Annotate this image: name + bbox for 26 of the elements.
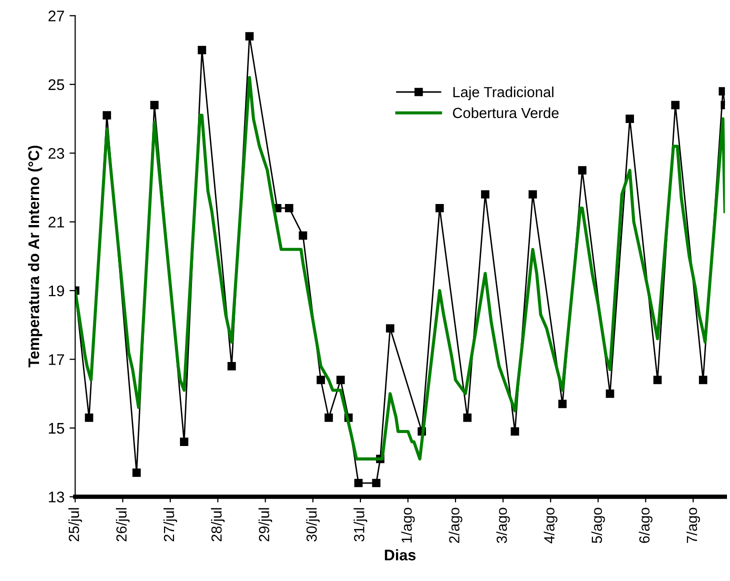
y-tick-label: 13 [48, 492, 64, 502]
x-tick-label: 6/ago [638, 508, 652, 543]
x-tick-label: 4/ago [544, 508, 558, 544]
y-tick-label: 15 [48, 423, 64, 434]
x-tick-label: 5/ago [591, 508, 605, 544]
x-tick-label: 28/jul [211, 508, 225, 542]
x-tick-label: 30/jul [306, 508, 320, 542]
y-tick-label: 27 [48, 10, 64, 22]
y-tick-label: 21 [48, 216, 64, 228]
x-tick-label: 29/jul [258, 508, 272, 542]
x-tick-label: 31/jul [354, 508, 368, 542]
legend-label: Cobertura Verde [452, 107, 559, 118]
x-tick-label: 3/ago [496, 508, 510, 544]
y-tick-label: 25 [48, 79, 64, 90]
y-axis-title: Temperatura do Ar Interno (°C) [28, 146, 42, 368]
x-tick-label: 27/jul [163, 508, 178, 542]
y-tick-label: 23 [48, 148, 64, 159]
y-tick-label: 19 [48, 285, 64, 296]
x-tick-label: 7/ago [686, 508, 700, 543]
x-tick-label: 26/jul [116, 508, 130, 542]
x-tick-label: 25/jul [68, 508, 82, 542]
x-tick-label: 2/ago [448, 508, 462, 543]
x-axis-title: Dias [384, 549, 416, 560]
x-tick-label: 1/ago [401, 508, 415, 543]
legend-label: Laje Tradicional [453, 86, 554, 100]
y-tick-label: 17 [48, 354, 64, 365]
